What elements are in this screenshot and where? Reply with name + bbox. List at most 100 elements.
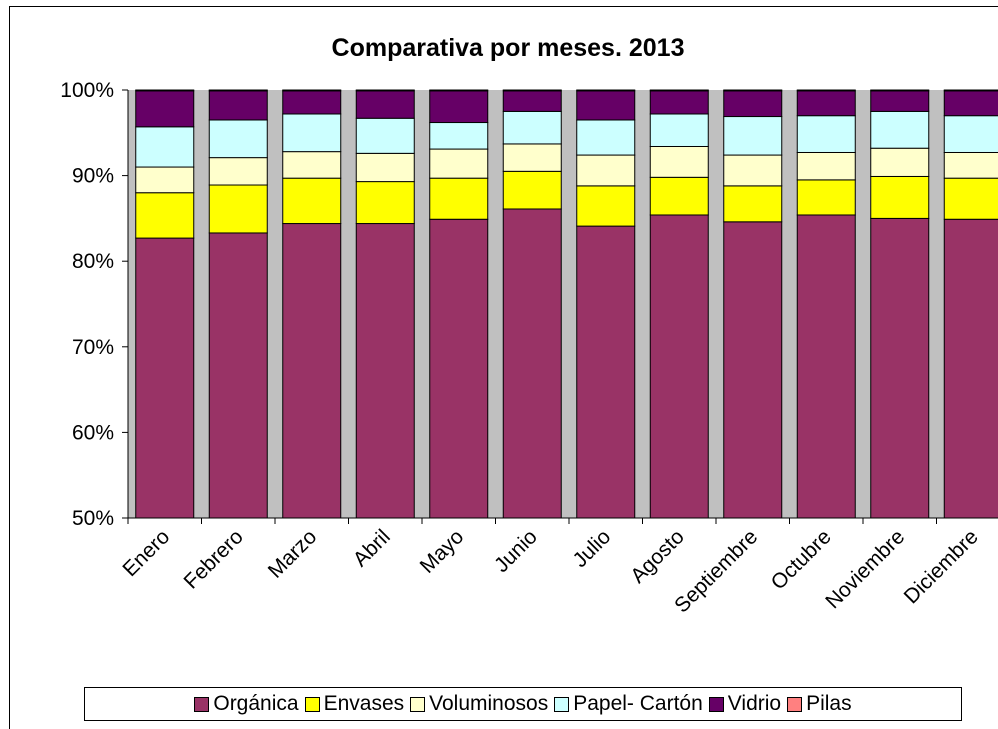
legend-item: Orgánica [194,692,299,716]
bar-octubre-envases [796,179,856,216]
bar-octubre-voluminosos [796,151,856,181]
bar-enero-voluminosos [135,166,195,194]
bar-enero-vidrio [135,90,195,128]
bar-abril-voluminosos [355,152,415,183]
legend-label: Orgánica [213,692,299,715]
bar-junio-pilas [502,89,562,92]
bar-julio-orgánica [576,225,636,519]
bar-mayo-orgánica [429,218,489,519]
bar-enero-papel-cartón [135,126,195,168]
bar-febrero-voluminosos [208,157,268,186]
bar-febrero-orgánica [208,232,268,519]
y-tick-label: 60% [72,421,114,444]
bar-noviembre-vidrio [870,90,930,112]
bar-mayo-pilas [429,89,489,92]
bar-julio-papel-cartón [576,119,636,156]
bar-agosto-vidrio [649,90,709,115]
legend-swatch [304,696,320,712]
x-tick-label-mayo: Mayo [416,525,469,578]
legend-swatch [554,696,570,712]
bar-junio-envases [502,170,562,210]
bar-septiembre-pilas [723,89,783,92]
legend-label: Voluminosos [429,692,549,715]
bar-agosto-papel-cartón [649,113,709,147]
bar-abril-vidrio [355,90,415,119]
bar-abril-orgánica [355,223,415,519]
bar-julio-vidrio [576,90,636,121]
bar-marzo-orgánica [282,223,342,519]
bar-septiembre-envases [723,185,783,223]
bar-octubre-pilas [796,89,856,92]
bar-septiembre-papel-cartón [723,116,783,156]
bar-julio-envases [576,185,636,227]
bar-abril-envases [355,181,415,225]
bar-agosto-voluminosos [649,145,709,178]
bar-marzo-envases [282,177,342,225]
bar-junio-orgánica [502,208,562,519]
y-tick-label: 70% [72,336,114,359]
bar-diciembre-voluminosos [943,151,998,179]
legend-label: Papel- Cartón [573,692,703,715]
bar-octubre-orgánica [796,214,856,519]
bar-diciembre-vidrio [943,90,998,117]
bar-mayo-vidrio [429,90,489,124]
bar-octubre-papel-cartón [796,115,856,153]
legend-item: Envases [304,692,405,716]
bar-marzo-voluminosos [282,151,342,179]
y-tick-label: 80% [72,250,114,273]
bar-octubre-vidrio [796,90,856,117]
legend-swatch [787,696,803,712]
legend-swatch [194,696,210,712]
bar-septiembre-vidrio [723,90,783,118]
x-tick-label-enero: Enero [118,525,174,581]
bar-mayo-voluminosos [429,148,489,179]
bar-junio-papel-cartón [502,110,562,145]
bar-noviembre-voluminosos [870,147,930,177]
bar-febrero-papel-cartón [208,119,268,159]
bar-abril-pilas [355,89,415,92]
bar-enero-envases [135,192,195,239]
legend-item: Vidrio [708,692,782,716]
x-tick-label-diciembre: Diciembre [900,525,983,608]
bar-julio-voluminosos [576,154,636,187]
legend-item: Voluminosos [410,692,548,716]
bar-marzo-vidrio [282,90,342,115]
bar-julio-pilas [576,89,636,92]
x-tick-label-julio: Julio [568,525,615,572]
bar-mayo-papel-cartón [429,122,489,150]
y-tick-label: 100% [60,79,114,102]
x-tick-label-abril: Abril [349,525,395,571]
bar-marzo-papel-cartón [282,113,342,153]
bar-diciembre-envases [943,177,998,220]
bar-junio-voluminosos [502,143,562,172]
bar-noviembre-envases [870,175,930,219]
bar-junio-vidrio [502,90,562,112]
y-tick-label: 90% [72,165,114,188]
x-tick-label-febrero: Febrero [180,525,248,593]
bar-enero-pilas [135,89,195,92]
legend-label: Pilas [806,692,852,715]
bar-febrero-envases [208,184,268,234]
legend-label: Vidrio [727,692,782,715]
bar-septiembre-voluminosos [723,154,783,187]
bar-noviembre-papel-cartón [870,110,930,149]
bar-mayo-envases [429,177,489,220]
bar-marzo-pilas [282,89,342,92]
chart-legend: Orgánica Envases Voluminosos Papel- Cartón V… [84,687,962,721]
bar-agosto-pilas [649,89,709,92]
legend-swatch [410,696,426,712]
legend-item: Papel- Cartón [554,692,703,716]
bar-noviembre-orgánica [870,217,930,519]
x-tick-label-marzo: Marzo [264,525,322,583]
bar-diciembre-orgánica [943,218,998,519]
x-tick-label-junio: Junio [490,525,542,577]
bar-febrero-vidrio [208,90,268,121]
legend-label: Envases [323,692,405,715]
bar-diciembre-pilas [943,89,998,92]
x-tick-label-agosto: Agosto [626,525,689,588]
legend-swatch [708,696,724,712]
bar-noviembre-pilas [870,89,930,92]
chart-title: Comparativa por meses. 2013 [331,34,685,62]
legend-item: Pilas [787,692,852,716]
